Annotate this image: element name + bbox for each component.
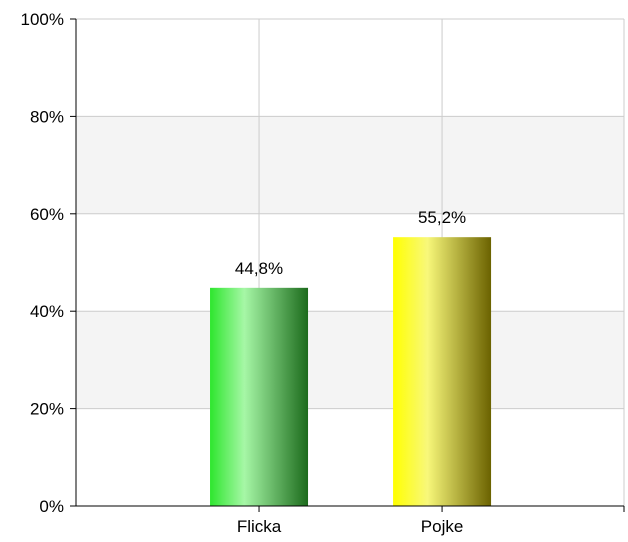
y-tick-label: 100% — [21, 10, 64, 29]
bar-flicka — [210, 287, 309, 506]
y-tick-label: 60% — [30, 205, 64, 224]
y-tick-label: 20% — [30, 400, 64, 419]
x-tick-label: Flicka — [237, 517, 282, 536]
data-label-pojke: 55,2% — [418, 208, 466, 227]
y-tick-label: 80% — [30, 107, 64, 126]
bar-pojke — [393, 237, 492, 506]
labels-group: 44,8% Flicka 55,2% Pojke 0% 20% 40% 60% 80% 100% — [21, 10, 467, 536]
bars-group — [210, 237, 492, 506]
y-tick-label: 0% — [39, 497, 64, 516]
axes — [70, 18, 625, 512]
background-band — [76, 311, 624, 409]
data-label-flicka: 44,8% — [235, 259, 283, 278]
gridlines — [76, 18, 625, 507]
background-band — [76, 116, 624, 214]
x-tick-label: Pojke — [421, 517, 464, 536]
y-tick-label: 40% — [30, 302, 64, 321]
plot-background-bands — [76, 116, 624, 409]
